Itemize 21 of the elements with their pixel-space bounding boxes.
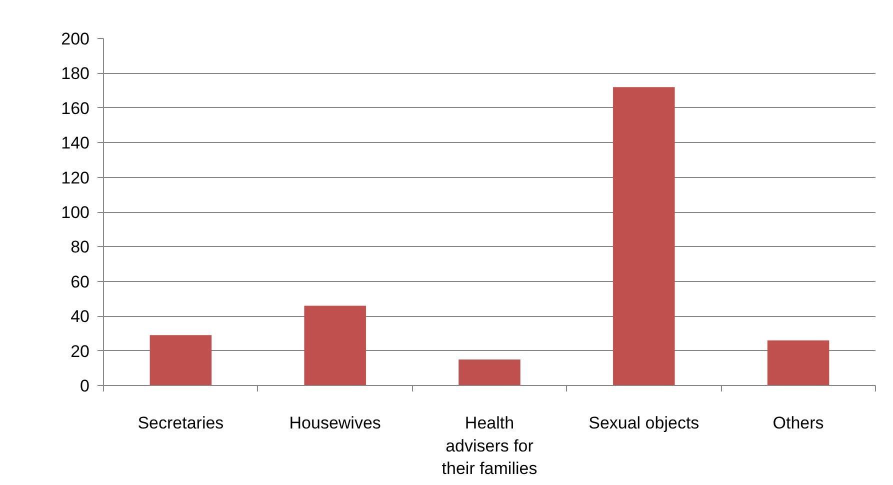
y-tick-label: 160 <box>61 98 90 118</box>
bar <box>458 359 520 386</box>
y-tick-label: 140 <box>61 134 90 153</box>
x-tick-label: Health advisers for their families <box>442 414 538 478</box>
x-tick-label: Secretaries <box>138 414 224 432</box>
y-tick-label: 60 <box>70 272 90 292</box>
y-tick-label: 120 <box>61 168 90 188</box>
y-tick-label: 40 <box>70 307 90 326</box>
y-tick-label: 180 <box>61 64 90 84</box>
y-tick-label: 200 <box>61 30 90 48</box>
y-tick-label: 80 <box>70 238 90 257</box>
x-tick-label: Others <box>772 414 824 432</box>
y-tick-label: 20 <box>70 342 90 361</box>
x-tick-label: Sexual objects <box>588 414 700 432</box>
bar <box>613 87 675 386</box>
y-tick-label: 0 <box>80 376 90 396</box>
bar <box>304 306 366 386</box>
x-tick-label: Housewives <box>289 414 381 432</box>
bar <box>767 340 830 386</box>
y-tick-label: 100 <box>61 203 90 222</box>
bar <box>150 335 212 386</box>
